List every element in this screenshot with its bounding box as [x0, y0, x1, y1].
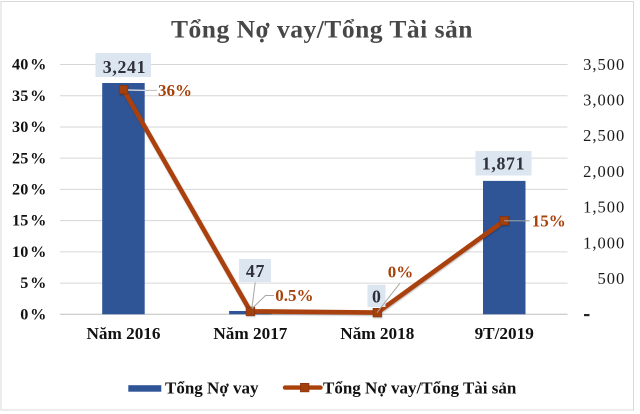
svg-text:3,000: 3,000 — [583, 91, 625, 110]
svg-text:0: 0 — [372, 286, 382, 306]
svg-text:20 %: 20 % — [12, 181, 47, 199]
svg-text:35 %: 35 % — [12, 87, 47, 105]
svg-text:Năm 2016: Năm 2016 — [87, 324, 161, 343]
svg-text:40 %: 40 % — [12, 56, 47, 74]
svg-text:25 %: 25 % — [12, 149, 47, 167]
svg-text:30 %: 30 % — [12, 118, 47, 136]
svg-text:0 %: 0 % — [20, 305, 46, 323]
svg-text:10 %: 10 % — [12, 243, 47, 261]
svg-text:36%: 36% — [158, 81, 192, 100]
svg-text:1,000: 1,000 — [583, 233, 625, 252]
svg-text:Tổng Nợ vay/Tổng Tài sản: Tổng Nợ vay/Tổng Tài sản — [171, 15, 473, 44]
svg-text:1,871: 1,871 — [482, 154, 526, 174]
svg-text:500: 500 — [598, 269, 626, 288]
svg-text:47: 47 — [246, 261, 265, 281]
svg-text:3,241: 3,241 — [103, 57, 147, 77]
svg-text:Tổng Nợ vay/Tổng Tài sản: Tổng Nợ vay/Tổng Tài sản — [323, 378, 517, 397]
svg-text:5 %: 5 % — [20, 274, 46, 292]
svg-text:9T/2019: 9T/2019 — [475, 324, 534, 343]
svg-text:0.5%: 0.5% — [275, 286, 313, 305]
svg-text:15%: 15% — [532, 212, 566, 231]
svg-text:Tổng Nợ vay: Tổng Nợ vay — [165, 378, 259, 397]
svg-text:2,500: 2,500 — [583, 126, 625, 145]
svg-text:3,500: 3,500 — [583, 55, 625, 74]
svg-text:Năm 2017: Năm 2017 — [213, 324, 287, 343]
svg-text:1,500: 1,500 — [583, 198, 625, 217]
svg-text:0%: 0% — [388, 263, 414, 282]
svg-text:15 %: 15 % — [12, 212, 47, 230]
svg-text:2,000: 2,000 — [583, 162, 625, 181]
svg-text:Năm 2018: Năm 2018 — [340, 324, 414, 343]
